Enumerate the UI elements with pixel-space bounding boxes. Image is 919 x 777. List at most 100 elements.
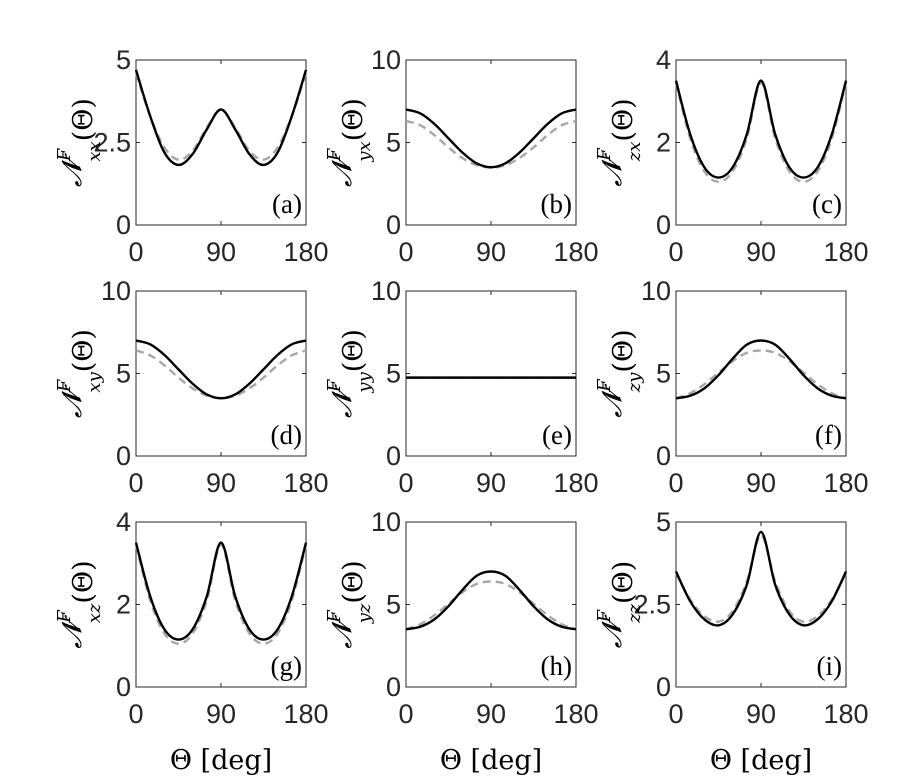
panel-h-xtick-label: 90: [476, 699, 506, 729]
y-label-argument: (Θ): [608, 561, 639, 604]
y-label-argument: (Θ): [68, 329, 99, 372]
panel-d-ytick-label: 0: [116, 441, 131, 471]
panel-f-series-dashed-line: [675, 349, 847, 400]
panel-i-y-axis-label: 𝓝F zz(Θ): [594, 561, 645, 649]
y-label-subscript: yz: [354, 603, 375, 624]
panel-g-panel-label: (g): [271, 651, 302, 681]
panel-d-ytick-label: 5: [116, 359, 131, 389]
y-label-superscript: F: [324, 378, 345, 393]
panel-h-panel-label: (h): [541, 651, 572, 681]
panel-e-panel-label: (e): [542, 420, 572, 450]
panel-d-xtick-label: 0: [128, 468, 143, 498]
y-label-superscript: F: [594, 147, 615, 162]
panel-e: 0 90 180 0 5 10 (e) 𝓝F yy(Θ): [324, 276, 599, 498]
y-label-argument: (Θ): [68, 98, 99, 141]
panel-a: 0 90 180 0 2.5 5 (a) 𝓝F xx(Θ): [54, 45, 329, 267]
panel-a-ytick-label: 2.5: [93, 128, 131, 158]
y-label-argument: (Θ): [608, 329, 639, 372]
panel-i-ytick-label: 0: [656, 672, 671, 702]
y-label-superscript: F: [594, 608, 615, 623]
panel-h-y-axis-label: 𝓝F yz(Θ): [324, 560, 375, 648]
y-label-subscript: yy: [354, 371, 375, 393]
panel-b-series-dashed-line: [405, 119, 577, 169]
panel-h-xtick-label: 180: [553, 699, 598, 729]
panel-g: 0 90 180 0 2 4 (g) 𝓝F xz(Θ) Θ [deg]: [54, 507, 329, 776]
panel-d-series-solid-line: [135, 339, 307, 400]
panel-f-y-axis-label: 𝓝F zy(Θ): [594, 329, 645, 417]
panel-d-xtick-label: 180: [283, 468, 328, 498]
panel-b-panel-label: (b): [541, 189, 572, 219]
panel-a-xtick-label: 90: [206, 237, 236, 267]
panel-e-xtick-label: 180: [553, 468, 598, 498]
panel-c-xtick-label: 180: [823, 237, 868, 267]
panel-h-xtick-label: 0: [398, 699, 413, 729]
panel-g-series-dashed-line: [134, 543, 308, 645]
panel-f-series-solid-line: [675, 339, 847, 400]
panel-d-y-axis-label: 𝓝F xy(Θ): [54, 329, 105, 418]
panel-e-ytick-label: 5: [386, 359, 401, 389]
panel-e-xtick-label: 0: [398, 468, 413, 498]
panel-a-y-axis-label: 𝓝F xx(Θ): [54, 98, 105, 187]
y-label-argument: (Θ): [338, 560, 369, 603]
y-label-subscript: zz: [624, 603, 645, 623]
panel-b-xtick-label: 90: [476, 237, 506, 267]
panel-f-xtick-label: 180: [823, 468, 868, 498]
panel-c-ytick-label: 0: [656, 210, 671, 240]
panel-i-xtick-label: 180: [823, 699, 868, 729]
panel-i-series-dashed-line: [674, 533, 848, 624]
panel-c-xtick-label: 90: [746, 237, 776, 267]
panel-f-ytick-label: 0: [656, 441, 671, 471]
panel-a-ytick-label: 5: [116, 45, 131, 75]
panel-e-ytick-label: 10: [371, 276, 401, 306]
panel-b-ytick-label: 10: [371, 45, 401, 75]
panel-a-series-dashed-line: [134, 72, 308, 161]
panel-h-ytick-label: 0: [386, 672, 401, 702]
panel-a-series-solid-line: [134, 69, 308, 167]
panel-g-xtick-label: 0: [128, 699, 143, 729]
panel-d-series-dashed-line: [135, 349, 307, 400]
y-label-argument: (Θ): [338, 98, 369, 141]
y-label-subscript: yx: [354, 141, 375, 162]
panel-h: 0 90 180 0 5 10 (h) 𝓝F yz(Θ) Θ [deg]: [324, 507, 599, 776]
panel-e-y-axis-label: 𝓝F yy(Θ): [324, 329, 375, 418]
panel-c-xtick-label: 0: [668, 237, 683, 267]
panel-a-xtick-label: 0: [128, 237, 143, 267]
panel-b: 0 90 180 0 5 10 (b) 𝓝F yx(Θ): [324, 45, 599, 267]
y-label-subscript: xz: [84, 603, 105, 623]
panel-b-ytick-label: 5: [386, 128, 401, 158]
panel-c-ytick-label: 2: [656, 128, 671, 158]
panel-i-ytick-label: 2.5: [633, 590, 671, 620]
panel-g-ytick-label: 0: [116, 672, 131, 702]
panel-g-ytick-label: 2: [116, 590, 131, 620]
panel-g-series-solid-line: [134, 541, 308, 641]
panel-d-xtick-label: 90: [206, 468, 236, 498]
y-label-superscript: F: [54, 609, 75, 624]
panel-a-xtick-label: 180: [283, 237, 328, 267]
panel-g-xtick-label: 180: [283, 699, 328, 729]
panel-i-x-axis-label: Θ [deg]: [710, 745, 812, 776]
panel-i: 0 90 180 0 2.5 5 (i) 𝓝F zz(Θ) Θ [deg]: [594, 507, 869, 776]
panel-f-panel-label: (f): [815, 420, 842, 450]
panel-g-ytick-label: 4: [116, 507, 131, 537]
panel-d-panel-label: (d): [271, 420, 302, 450]
panel-f-ytick-label: 10: [641, 276, 671, 306]
panel-h-series-dashed-line: [405, 580, 577, 631]
panel-d: 0 90 180 0 5 10 (d) 𝓝F xy(Θ): [54, 276, 329, 498]
panel-c-ytick-label: 4: [656, 45, 671, 75]
panel-h-ytick-label: 10: [371, 507, 401, 537]
panel-f-xtick-label: 90: [746, 468, 776, 498]
panel-c-series-dashed-line: [674, 81, 848, 183]
y-label-superscript: F: [54, 378, 75, 393]
panel-e-ytick-label: 0: [386, 441, 401, 471]
panel-h-x-axis-label: Θ [deg]: [440, 745, 542, 776]
y-label-superscript: F: [594, 378, 615, 393]
panel-b-series-solid-line: [405, 108, 577, 169]
panel-a-panel-label: (a): [272, 189, 302, 219]
y-label-subscript: zy: [624, 372, 645, 393]
panel-c-series-solid-line: [674, 79, 848, 179]
panel-c-panel-label: (c): [812, 189, 842, 219]
panel-b-xtick-label: 180: [553, 237, 598, 267]
panel-e-xtick-label: 90: [476, 468, 506, 498]
y-label-subscript: zx: [624, 142, 645, 163]
panel-h-ytick-label: 5: [386, 590, 401, 620]
